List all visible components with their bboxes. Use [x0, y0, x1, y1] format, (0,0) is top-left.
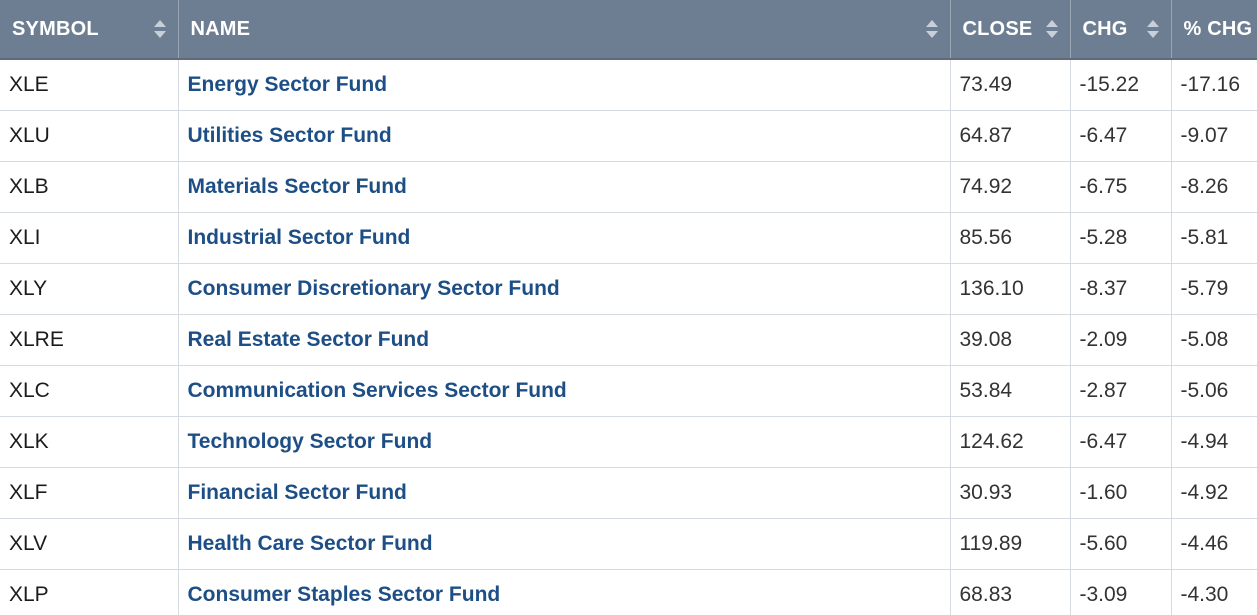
column-header-close-label: CLOSE [962, 17, 1033, 40]
fund-name-link[interactable]: Communication Services Sector Fund [187, 378, 567, 402]
column-header-pct-chg[interactable]: % CHG [1171, 0, 1257, 60]
cell-chg: -6.47 [1070, 416, 1172, 468]
cell-symbol: XLI [0, 212, 179, 264]
sort-arrows-icon[interactable] [153, 20, 166, 38]
fund-name-link[interactable]: Financial Sector Fund [187, 480, 407, 504]
column-header-symbol-label: SYMBOL [12, 17, 99, 40]
column-header-name-label: NAME [190, 17, 251, 40]
cell-chg: -3.09 [1070, 569, 1172, 615]
table-row: XLRE Real Estate Sector Fund 39.08 -2.09… [0, 314, 1257, 366]
cell-pct-chg: -5.79 [1171, 263, 1257, 315]
cell-close: 39.08 [950, 314, 1071, 366]
cell-symbol: XLU [0, 110, 179, 162]
cell-name: Materials Sector Fund [178, 161, 951, 213]
cell-symbol: XLV [0, 518, 179, 570]
cell-chg: -2.87 [1070, 365, 1172, 417]
table-row: XLF Financial Sector Fund 30.93 -1.60 -4… [0, 467, 1257, 519]
cell-name: Consumer Discretionary Sector Fund [178, 263, 951, 315]
cell-pct-chg: -4.92 [1171, 467, 1257, 519]
fund-name-link[interactable]: Consumer Staples Sector Fund [187, 582, 501, 606]
cell-chg: -2.09 [1070, 314, 1172, 366]
fund-name-link[interactable]: Industrial Sector Fund [187, 225, 411, 249]
sort-arrows-icon[interactable] [925, 20, 938, 38]
fund-name-link[interactable]: Technology Sector Fund [187, 429, 433, 453]
cell-pct-chg: -4.30 [1171, 569, 1257, 615]
fund-name-link[interactable]: Consumer Discretionary Sector Fund [187, 276, 560, 300]
cell-chg: -6.75 [1070, 161, 1172, 213]
table-row: XLY Consumer Discretionary Sector Fund 1… [0, 263, 1257, 315]
cell-chg: -15.22 [1070, 59, 1172, 111]
cell-pct-chg: -5.06 [1171, 365, 1257, 417]
fund-name-link[interactable]: Utilities Sector Fund [187, 123, 392, 147]
cell-pct-chg: -4.46 [1171, 518, 1257, 570]
cell-close: 64.87 [950, 110, 1071, 162]
cell-name: Energy Sector Fund [178, 59, 951, 111]
header-row: SYMBOL NAME CLOSE CHG % CHG [0, 0, 1257, 60]
cell-close: 119.89 [950, 518, 1071, 570]
cell-close: 74.92 [950, 161, 1071, 213]
cell-pct-chg: -4.94 [1171, 416, 1257, 468]
cell-symbol: XLE [0, 59, 179, 111]
cell-close: 68.83 [950, 569, 1071, 615]
fund-name-link[interactable]: Materials Sector Fund [187, 174, 407, 198]
table-row: XLE Energy Sector Fund 73.49 -15.22 -17.… [0, 59, 1257, 111]
column-header-close[interactable]: CLOSE [950, 0, 1071, 60]
column-header-symbol[interactable]: SYMBOL [0, 0, 179, 60]
cell-name: Consumer Staples Sector Fund [178, 569, 951, 615]
cell-close: 136.10 [950, 263, 1071, 315]
cell-name: Utilities Sector Fund [178, 110, 951, 162]
cell-symbol: XLF [0, 467, 179, 519]
cell-name: Real Estate Sector Fund [178, 314, 951, 366]
table-row: XLK Technology Sector Fund 124.62 -6.47 … [0, 416, 1257, 468]
cell-chg: -8.37 [1070, 263, 1172, 315]
cell-chg: -1.60 [1070, 467, 1172, 519]
cell-pct-chg: -17.16 [1171, 59, 1257, 111]
fund-name-link[interactable]: Energy Sector Fund [187, 72, 388, 96]
cell-chg: -5.60 [1070, 518, 1172, 570]
cell-chg: -5.28 [1070, 212, 1172, 264]
cell-close: 85.56 [950, 212, 1071, 264]
table-row: XLC Communication Services Sector Fund 5… [0, 365, 1257, 417]
cell-chg: -6.47 [1070, 110, 1172, 162]
column-header-chg[interactable]: CHG [1070, 0, 1172, 60]
table-row: XLP Consumer Staples Sector Fund 68.83 -… [0, 569, 1257, 615]
cell-pct-chg: -5.81 [1171, 212, 1257, 264]
cell-name: Financial Sector Fund [178, 467, 951, 519]
cell-name: Technology Sector Fund [178, 416, 951, 468]
cell-name: Communication Services Sector Fund [178, 365, 951, 417]
sort-arrows-icon[interactable] [1146, 20, 1159, 38]
cell-name: Industrial Sector Fund [178, 212, 951, 264]
cell-symbol: XLB [0, 161, 179, 213]
cell-pct-chg: -5.08 [1171, 314, 1257, 366]
cell-symbol: XLY [0, 263, 179, 315]
cell-symbol: XLP [0, 569, 179, 615]
cell-symbol: XLK [0, 416, 179, 468]
cell-close: 124.62 [950, 416, 1071, 468]
table-row: XLU Utilities Sector Fund 64.87 -6.47 -9… [0, 110, 1257, 162]
column-header-pct-chg-label: % CHG [1183, 17, 1253, 40]
cell-close: 30.93 [950, 467, 1071, 519]
table-row: XLV Health Care Sector Fund 119.89 -5.60… [0, 518, 1257, 570]
table-row: XLB Materials Sector Fund 74.92 -6.75 -8… [0, 161, 1257, 213]
cell-close: 73.49 [950, 59, 1071, 111]
table-body: XLE Energy Sector Fund 73.49 -15.22 -17.… [0, 59, 1257, 615]
column-header-name[interactable]: NAME [178, 0, 951, 60]
sort-arrows-icon[interactable] [1045, 20, 1058, 38]
cell-pct-chg: -9.07 [1171, 110, 1257, 162]
fund-name-link[interactable]: Health Care Sector Fund [187, 531, 433, 555]
table-row: XLI Industrial Sector Fund 85.56 -5.28 -… [0, 212, 1257, 264]
fund-name-link[interactable]: Real Estate Sector Fund [187, 327, 430, 351]
cell-pct-chg: -8.26 [1171, 161, 1257, 213]
cell-symbol: XLRE [0, 314, 179, 366]
column-header-chg-label: CHG [1082, 17, 1128, 40]
cell-close: 53.84 [950, 365, 1071, 417]
cell-name: Health Care Sector Fund [178, 518, 951, 570]
cell-symbol: XLC [0, 365, 179, 417]
table-header: SYMBOL NAME CLOSE CHG % CHG [0, 0, 1257, 60]
